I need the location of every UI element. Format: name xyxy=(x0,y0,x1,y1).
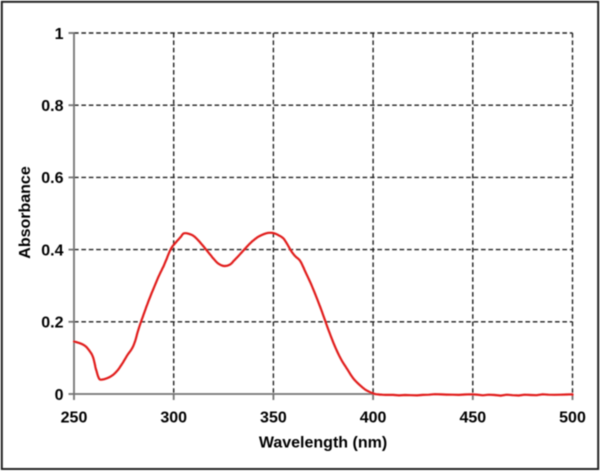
svg-text:500: 500 xyxy=(559,410,586,427)
svg-text:Wavelength (nm): Wavelength (nm) xyxy=(259,435,387,452)
svg-text:0.2: 0.2 xyxy=(41,315,63,332)
svg-text:350: 350 xyxy=(260,410,287,427)
svg-text:1: 1 xyxy=(55,26,64,43)
svg-text:450: 450 xyxy=(459,410,486,427)
svg-text:400: 400 xyxy=(360,410,387,427)
svg-text:0.6: 0.6 xyxy=(41,170,63,187)
svg-text:0.8: 0.8 xyxy=(41,98,63,115)
svg-text:250: 250 xyxy=(61,410,88,427)
svg-text:300: 300 xyxy=(160,410,187,427)
svg-text:0: 0 xyxy=(55,387,64,404)
svg-text:0.4: 0.4 xyxy=(41,242,63,259)
svg-text:Absorbance: Absorbance xyxy=(17,166,34,259)
